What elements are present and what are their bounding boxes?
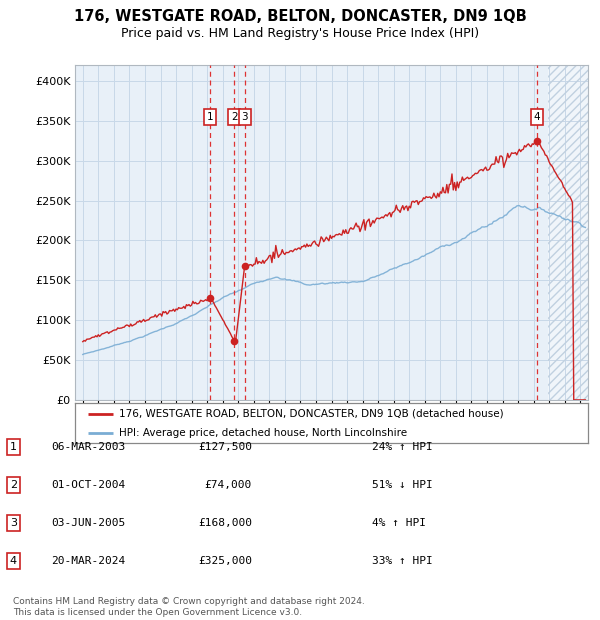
Text: 20-MAR-2024: 20-MAR-2024 [51, 556, 125, 566]
Bar [548, 65, 600, 400]
Text: HPI: Average price, detached house, North Lincolnshire: HPI: Average price, detached house, Nort… [119, 428, 407, 438]
Text: £74,000: £74,000 [205, 480, 252, 490]
Text: 51% ↓ HPI: 51% ↓ HPI [372, 480, 433, 490]
Text: 33% ↑ HPI: 33% ↑ HPI [372, 556, 433, 566]
Text: 01-OCT-2004: 01-OCT-2004 [51, 480, 125, 490]
Text: £325,000: £325,000 [198, 556, 252, 566]
Text: 3: 3 [10, 518, 17, 528]
Text: Contains HM Land Registry data © Crown copyright and database right 2024.: Contains HM Land Registry data © Crown c… [13, 597, 365, 606]
Text: 4: 4 [533, 112, 541, 122]
Text: 1: 1 [206, 112, 213, 122]
Text: 2: 2 [10, 480, 17, 490]
Text: 03-JUN-2005: 03-JUN-2005 [51, 518, 125, 528]
Text: 1: 1 [10, 442, 17, 452]
Text: 176, WESTGATE ROAD, BELTON, DONCASTER, DN9 1QB: 176, WESTGATE ROAD, BELTON, DONCASTER, D… [74, 9, 526, 24]
Text: Price paid vs. HM Land Registry's House Price Index (HPI): Price paid vs. HM Land Registry's House … [121, 27, 479, 40]
Text: 4% ↑ HPI: 4% ↑ HPI [372, 518, 426, 528]
Text: £168,000: £168,000 [198, 518, 252, 528]
Text: 06-MAR-2003: 06-MAR-2003 [51, 442, 125, 452]
Text: 4: 4 [10, 556, 17, 566]
Text: £127,500: £127,500 [198, 442, 252, 452]
Text: 24% ↑ HPI: 24% ↑ HPI [372, 442, 433, 452]
Bar [548, 65, 600, 400]
Text: 176, WESTGATE ROAD, BELTON, DONCASTER, DN9 1QB (detached house): 176, WESTGATE ROAD, BELTON, DONCASTER, D… [119, 409, 503, 419]
Text: This data is licensed under the Open Government Licence v3.0.: This data is licensed under the Open Gov… [13, 608, 302, 617]
Text: 2: 2 [231, 112, 238, 122]
Text: 3: 3 [241, 112, 248, 122]
